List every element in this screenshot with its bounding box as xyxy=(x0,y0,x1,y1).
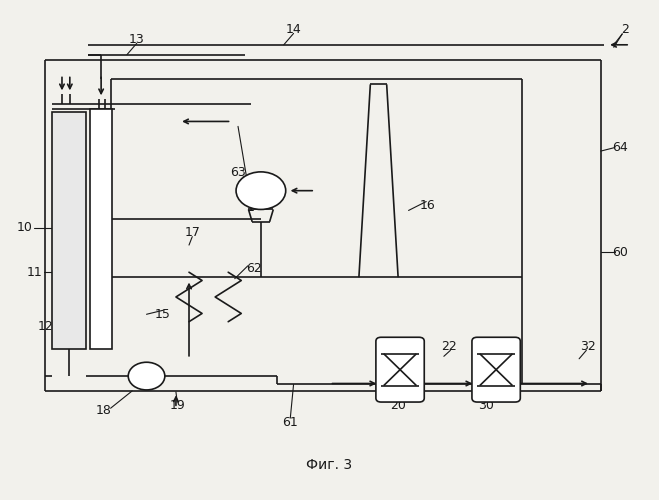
Text: Фиг. 3: Фиг. 3 xyxy=(306,458,353,472)
Text: 10: 10 xyxy=(16,221,32,234)
Text: 11: 11 xyxy=(26,266,42,279)
FancyBboxPatch shape xyxy=(376,338,424,402)
Text: 60: 60 xyxy=(612,246,628,259)
Text: 62: 62 xyxy=(246,262,262,276)
Text: 32: 32 xyxy=(580,340,596,353)
Circle shape xyxy=(236,172,286,210)
Text: 22: 22 xyxy=(442,340,457,353)
Text: 17: 17 xyxy=(185,226,200,239)
Text: 61: 61 xyxy=(283,416,298,428)
Text: 15: 15 xyxy=(155,308,171,321)
Text: 63: 63 xyxy=(230,166,246,179)
Text: 18: 18 xyxy=(96,404,112,417)
Text: 20: 20 xyxy=(390,399,406,412)
Bar xyxy=(90,109,112,349)
Bar xyxy=(52,112,86,349)
Text: 19: 19 xyxy=(170,399,186,412)
Text: 64: 64 xyxy=(612,141,628,154)
FancyBboxPatch shape xyxy=(472,338,521,402)
Text: 12: 12 xyxy=(38,320,53,333)
Circle shape xyxy=(129,362,165,390)
Text: 30: 30 xyxy=(478,399,494,412)
Text: 13: 13 xyxy=(129,33,144,46)
Text: 14: 14 xyxy=(286,23,301,36)
Text: 1: 1 xyxy=(247,202,255,214)
Text: 2: 2 xyxy=(621,23,629,36)
Text: 16: 16 xyxy=(420,199,436,212)
